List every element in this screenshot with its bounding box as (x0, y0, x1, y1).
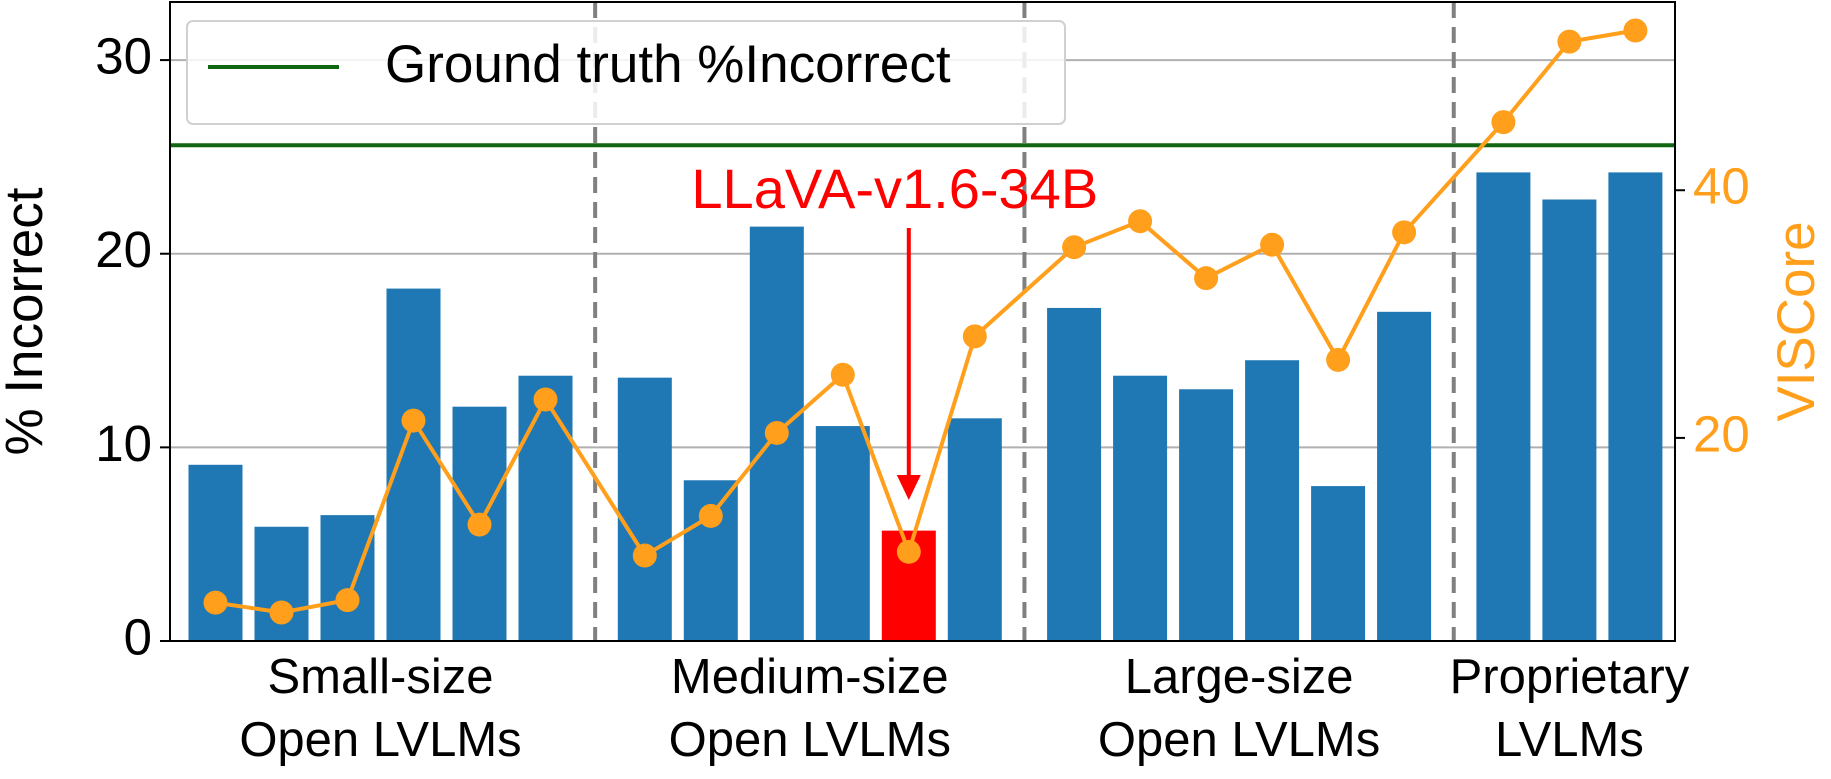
line-point (1194, 266, 1219, 291)
line-point (698, 503, 723, 528)
bar (1179, 389, 1234, 641)
bar (947, 418, 1002, 641)
line-point (203, 590, 228, 615)
line-point (632, 543, 657, 568)
line-point (1623, 18, 1648, 43)
y-tick-label: 20 (95, 221, 152, 278)
bar (1476, 172, 1531, 641)
plot-frame (169, 1, 1676, 642)
bar (1542, 199, 1597, 641)
line-point (1260, 232, 1285, 257)
group-label: Open LVLMs (669, 713, 951, 767)
line-point (1557, 29, 1582, 54)
bar (1245, 360, 1300, 641)
bar (386, 288, 441, 641)
bar (1608, 172, 1663, 641)
bar (617, 377, 672, 641)
group-label: Small-size (268, 650, 494, 704)
y-tick-label: 30 (95, 28, 152, 85)
line-point (1491, 110, 1516, 135)
line-point (533, 387, 558, 412)
bar (320, 515, 375, 641)
line-point (1128, 209, 1153, 234)
bar (815, 426, 870, 641)
group-label: Open LVLMs (239, 713, 521, 767)
group-label: Medium-size (671, 650, 949, 704)
line-point (1326, 347, 1351, 372)
y2-tick-label: 20 (1693, 405, 1750, 462)
bar (518, 375, 573, 641)
bar (1113, 375, 1168, 641)
annotation: LLaVA-v1.6-34B (691, 157, 1098, 220)
y2-axis-label: VISCore (1767, 221, 1826, 421)
y-tick-label: 0 (124, 608, 152, 665)
legend-label: Ground truth %Incorrect (385, 35, 951, 94)
line-point (269, 600, 294, 625)
line-point (896, 539, 921, 564)
bar (1311, 486, 1366, 641)
line-point (764, 420, 789, 445)
bar (1377, 311, 1432, 641)
bar (1047, 307, 1102, 641)
line-point (1062, 235, 1087, 260)
group-label: Large-size (1125, 650, 1354, 704)
y-axis-label: % Incorrect (0, 187, 54, 455)
line-point (830, 362, 855, 387)
annotation-arrowhead (896, 475, 921, 500)
y2-tick-label: 40 (1693, 158, 1750, 215)
group-label: Proprietary (1450, 650, 1690, 704)
y-tick-label: 10 (95, 415, 152, 472)
legend-box (186, 20, 1066, 125)
line-point (1392, 220, 1417, 245)
line-point (467, 512, 492, 537)
line-point (401, 408, 426, 433)
line-point (335, 588, 360, 613)
line-point (962, 324, 987, 349)
group-label: LVLMs (1495, 713, 1644, 767)
group-label: Open LVLMs (1098, 713, 1380, 767)
